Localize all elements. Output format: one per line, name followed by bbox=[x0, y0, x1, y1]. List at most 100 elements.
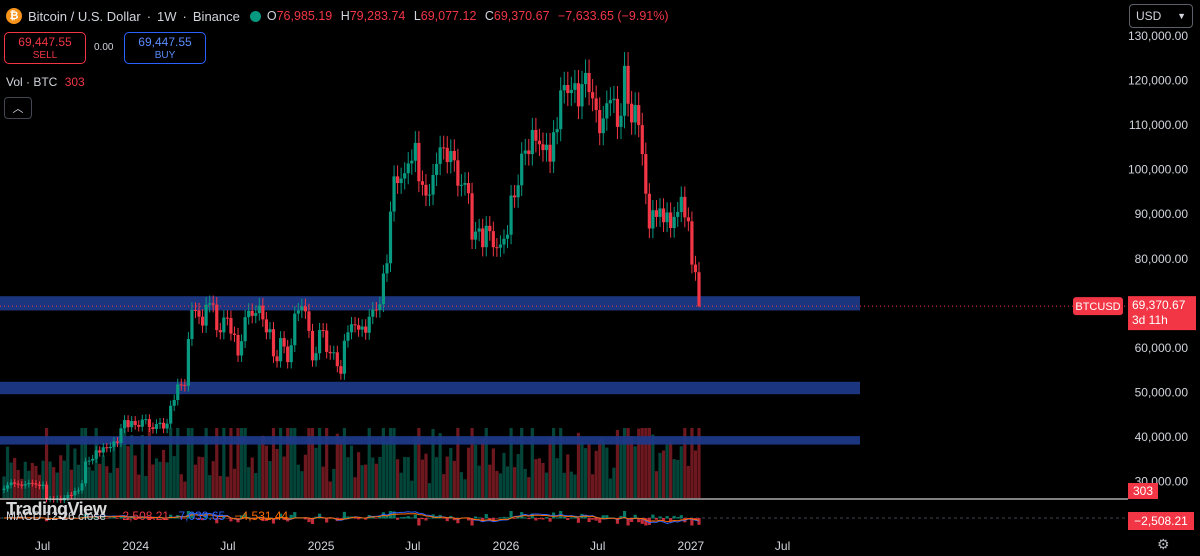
sell-price: 69,447.55 bbox=[18, 35, 72, 49]
candle-body bbox=[530, 130, 534, 155]
macd-bar bbox=[630, 518, 634, 522]
candle-body bbox=[399, 178, 403, 184]
volume-bar bbox=[254, 472, 258, 498]
volume-bar bbox=[388, 428, 393, 498]
candle-body bbox=[509, 195, 513, 235]
volume-bar bbox=[676, 459, 680, 498]
volume-bar bbox=[559, 428, 563, 498]
candle-body bbox=[165, 423, 169, 429]
macd-bar bbox=[622, 511, 627, 519]
volume-bar bbox=[222, 428, 226, 498]
candle-body bbox=[137, 424, 141, 427]
volume-bar bbox=[286, 428, 290, 498]
macd-bar bbox=[548, 518, 552, 522]
interval[interactable]: 1W bbox=[157, 8, 177, 24]
candle-body bbox=[442, 147, 446, 149]
candle-body bbox=[392, 176, 396, 212]
macd-bar bbox=[307, 518, 311, 523]
macd-bar bbox=[658, 516, 662, 519]
candle-body bbox=[16, 483, 20, 485]
macd-bar bbox=[661, 518, 666, 522]
sell-button[interactable]: 69,447.55 SELL bbox=[4, 32, 86, 64]
volume-bar bbox=[612, 467, 616, 498]
macd-bar bbox=[303, 518, 308, 520]
macd-bar bbox=[537, 518, 542, 520]
macd-legend[interactable]: MACD 12 26 close −2,508.21 7,039.65 −4,5… bbox=[6, 509, 288, 523]
macd-bar bbox=[665, 516, 669, 519]
macd-bar bbox=[573, 516, 577, 519]
candle-body bbox=[126, 420, 130, 428]
candle-body bbox=[204, 304, 208, 326]
candle-body bbox=[619, 115, 623, 127]
macd-bar bbox=[626, 518, 630, 526]
volume-bar bbox=[130, 435, 134, 498]
volume-bar bbox=[491, 448, 495, 498]
candle-body bbox=[13, 482, 17, 484]
volume-bar bbox=[360, 465, 364, 498]
volume-bar bbox=[342, 428, 347, 498]
volume-bar bbox=[151, 464, 155, 498]
candle-body bbox=[676, 211, 680, 217]
macd-bar bbox=[211, 518, 215, 519]
gear-icon[interactable]: ⚙ bbox=[1157, 536, 1170, 552]
currency-value: USD bbox=[1136, 9, 1162, 23]
chevron-down-icon: ▼ bbox=[1177, 11, 1186, 21]
macd-bar bbox=[637, 518, 641, 523]
volume-bar bbox=[122, 429, 127, 498]
volume-bar bbox=[278, 428, 283, 498]
price-tick-label: 110,000.00 bbox=[1129, 118, 1188, 132]
volume-bar bbox=[417, 428, 421, 498]
collapse-legend-button[interactable]: ︿ bbox=[4, 97, 32, 119]
candle-body bbox=[289, 345, 293, 363]
macd-bar bbox=[523, 517, 527, 519]
volume-bar bbox=[633, 446, 637, 498]
time-tick-label: Jul bbox=[35, 539, 50, 553]
volume-bar bbox=[41, 460, 45, 498]
symbol-header[interactable]: ₿ Bitcoin / U.S. Dollar · 1W · Binance O… bbox=[6, 6, 674, 26]
volume-bar bbox=[534, 459, 538, 498]
volume-legend[interactable]: Vol · BTC 303 bbox=[6, 75, 85, 89]
candle-body bbox=[172, 400, 176, 406]
macd-histogram: −4,531.44 bbox=[234, 509, 289, 523]
candle-body bbox=[9, 482, 13, 486]
volume-bar bbox=[406, 457, 410, 498]
buy-button[interactable]: 69,447.55 BUY bbox=[124, 32, 206, 64]
volume-bar bbox=[133, 455, 137, 498]
macd-bar bbox=[115, 518, 120, 519]
macd-bar bbox=[197, 518, 201, 520]
candle-body bbox=[278, 338, 283, 362]
volume-bar bbox=[98, 463, 102, 498]
candle-body bbox=[686, 217, 690, 222]
macd-bar bbox=[229, 518, 233, 522]
candle-body bbox=[598, 109, 602, 134]
volume-bar bbox=[119, 428, 123, 498]
candle-body bbox=[477, 228, 481, 232]
support-zone bbox=[0, 296, 860, 311]
macd-bar bbox=[555, 517, 559, 519]
volume-bar bbox=[44, 428, 49, 498]
candle-body bbox=[27, 482, 31, 485]
macd-bar bbox=[690, 518, 694, 526]
candle-body bbox=[30, 482, 34, 484]
candle-body bbox=[651, 210, 655, 229]
volume-bar bbox=[690, 428, 694, 498]
volume-bar bbox=[215, 428, 219, 498]
candle-body bbox=[417, 142, 421, 182]
macd-bar bbox=[420, 518, 425, 520]
currency-select[interactable]: USD ▼ bbox=[1129, 4, 1193, 28]
volume-bar bbox=[520, 428, 524, 498]
candle-body bbox=[438, 147, 442, 164]
macd-bar bbox=[569, 517, 573, 519]
candle-body bbox=[232, 333, 237, 335]
candle-body bbox=[640, 125, 644, 155]
time-tick-label: Jul bbox=[220, 539, 235, 553]
candle-body bbox=[587, 72, 591, 93]
volume-bar bbox=[13, 457, 17, 498]
volume-bar bbox=[477, 465, 481, 498]
volume-bar bbox=[268, 461, 272, 498]
volume-bar bbox=[591, 474, 595, 498]
candle-body bbox=[147, 419, 151, 428]
macd-bar bbox=[594, 518, 598, 521]
